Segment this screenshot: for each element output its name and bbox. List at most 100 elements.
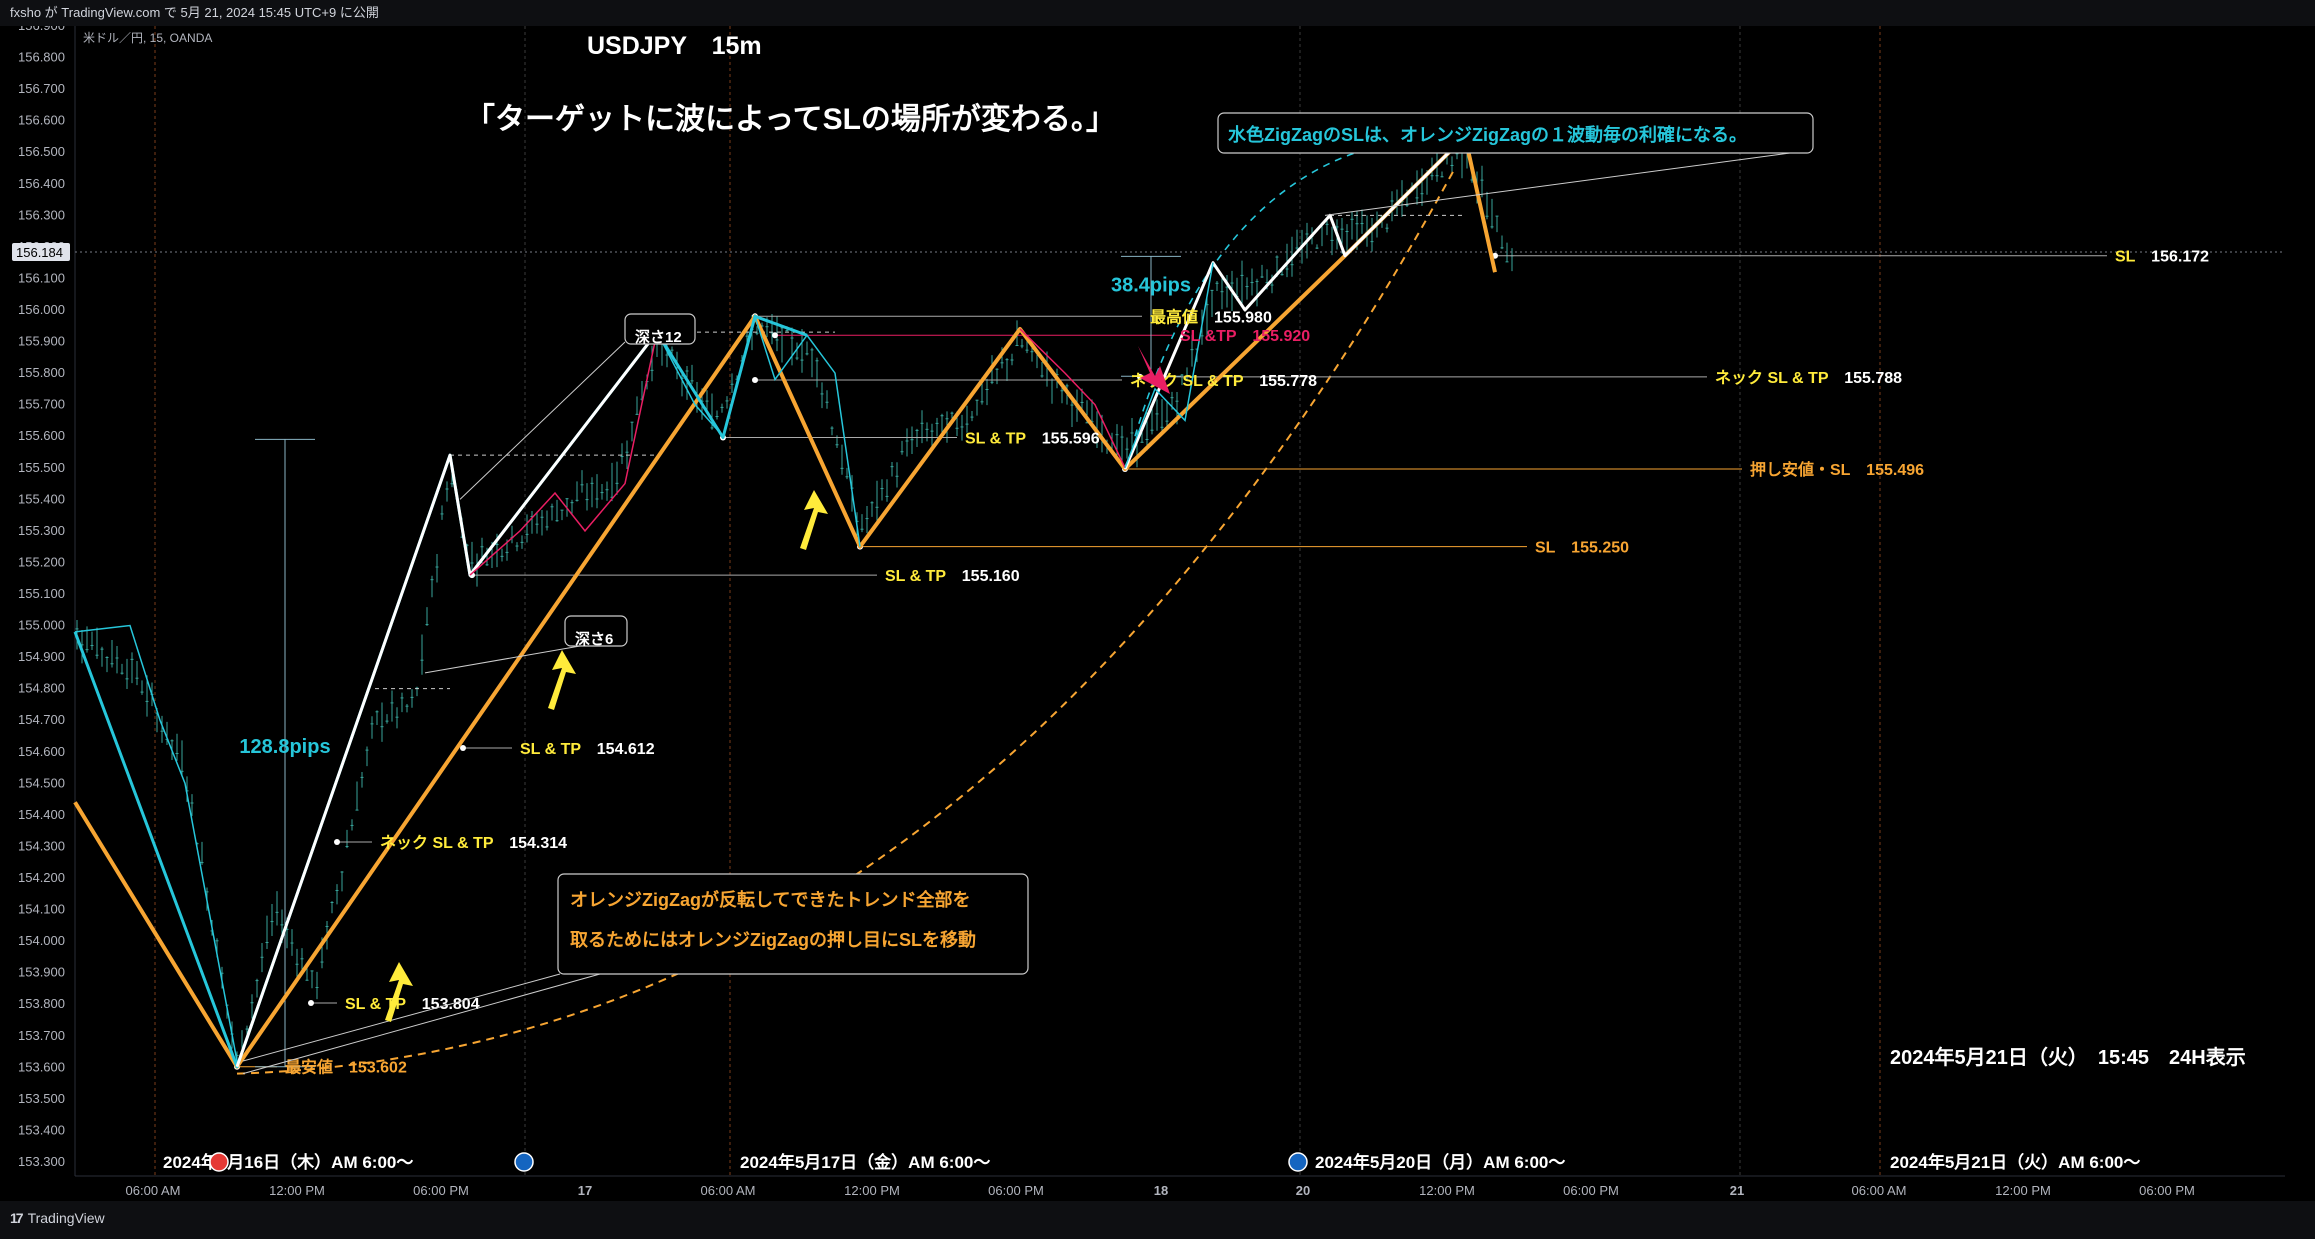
annotation-label: SL & TP 154.612 — [520, 741, 655, 758]
callout-leader — [242, 973, 561, 1062]
price-tick-label: 156.300 — [18, 207, 65, 222]
annotation-label: SL & TP 153.804 — [345, 996, 480, 1013]
price-tick-label: 156.000 — [18, 302, 65, 317]
price-tick-label: 154.000 — [18, 933, 65, 948]
timestamp-note: 2024年5月21日（火） 15:45 24H表示 — [1890, 1045, 2246, 1069]
time-tick-label: 06:00 AM — [701, 1183, 756, 1198]
annotation-dot — [772, 332, 778, 339]
annotation-dot — [308, 999, 314, 1006]
cyan-dashed-arc — [1134, 135, 1456, 437]
session-label: 2024年5月21日（火）AM 6:00〜 — [1890, 1152, 2140, 1172]
time-tick-label: 12:00 PM — [844, 1183, 900, 1198]
annotation-label: SL 156.172 — [2115, 249, 2209, 266]
callout-orange-line1: オレンジZigZagが反転してできたトレンド全部を — [570, 889, 970, 910]
price-tick-label: 155.700 — [18, 397, 65, 412]
minor-zigzag — [469, 331, 658, 576]
price-tick-label: 156.900 — [18, 26, 65, 33]
price-tick-label: 153.300 — [18, 1154, 65, 1169]
annotation-label: SL & TP 155.596 — [965, 430, 1100, 447]
zigzag-line — [1123, 135, 1467, 470]
time-tick-label: 06:00 AM — [126, 1183, 181, 1198]
price-tick-label: 155.300 — [18, 523, 65, 538]
price-tick-label: 154.900 — [18, 649, 65, 664]
time-tick-label: 18 — [1154, 1183, 1168, 1198]
price-tick-label: 153.600 — [18, 1059, 65, 1074]
price-tick-label: 154.300 — [18, 838, 65, 853]
minor-zigzag — [1019, 328, 1126, 469]
callout-leader — [242, 973, 601, 1075]
callout-depth6 — [564, 615, 628, 647]
price-tick-label: 153.400 — [18, 1122, 65, 1137]
current-price-label: 156.184 — [16, 245, 63, 260]
time-tick-label: 06:00 PM — [988, 1183, 1044, 1198]
price-tick-label: 154.500 — [18, 775, 65, 790]
callout-orange-line2: 取るためにはオレンジZigZagの押し目にSLを移動 — [570, 929, 976, 950]
time-tick-label: 12:00 PM — [1419, 1183, 1475, 1198]
zigzag-line — [235, 331, 659, 1068]
annotation-dot — [752, 377, 758, 384]
callout-orange — [557, 873, 1029, 975]
annotation-label: 最安値 153.602 — [285, 1058, 407, 1077]
price-tick-label: 154.800 — [18, 681, 65, 696]
plot-area — [75, 26, 2285, 1176]
flag-icon — [1288, 1152, 1308, 1172]
price-tick-label: 154.600 — [18, 744, 65, 759]
time-tick-label: 06:00 PM — [2139, 1183, 2195, 1198]
brand-label: TradingView — [27, 1210, 105, 1226]
price-axis[interactable]: 156.900 156.800 156.700 156.600 156.500 156.4… — [12, 26, 70, 1169]
time-tick-label: 20 — [1296, 1183, 1310, 1198]
price-tick-label: 155.000 — [18, 618, 65, 633]
price-tick-label: 154.700 — [18, 712, 65, 727]
annotation-dot — [334, 839, 340, 846]
tradingview-logo-icon: 17 — [10, 1210, 24, 1226]
minor-zigzag — [656, 313, 861, 547]
callout-leader — [1324, 152, 1791, 216]
up-arrow-icon — [800, 490, 828, 550]
down-arrow-icon — [1138, 346, 1170, 394]
publish-line: fxsho が TradingView.com で 5月 21, 2024 15… — [10, 5, 379, 20]
price-tick-label: 156.100 — [18, 270, 65, 285]
price-tick-label: 153.900 — [18, 965, 65, 980]
time-tick-label: 06:00 PM — [1563, 1183, 1619, 1198]
price-tick-label: 154.100 — [18, 902, 65, 917]
current-price-badge[interactable] — [12, 242, 70, 261]
time-tick-label: 06:00 AM — [1852, 1183, 1907, 1198]
time-tick-label: 12:00 PM — [1995, 1183, 2051, 1198]
up-arrow-icon — [548, 650, 576, 710]
session-label: 2024年5月17日（金）AM 6:00〜 — [740, 1152, 990, 1172]
publish-bar: fxsho が TradingView.com で 5月 21, 2024 15… — [0, 0, 2315, 26]
price-tick-label: 156.600 — [18, 113, 65, 128]
time-tick-label: 17 — [578, 1183, 592, 1198]
measure-label: 128.8pips — [239, 736, 330, 758]
footer-bar — [0, 1201, 2315, 1239]
price-tick-label: 154.200 — [18, 870, 65, 885]
flag-icon — [209, 1152, 229, 1172]
up-arrow-icon — [385, 962, 413, 1022]
annotation-label: 押し安値・SL 155.496 — [1750, 460, 1924, 479]
instrument-label: 米ドル／円, 15, OANDA — [83, 31, 212, 45]
price-tick-label: 153.500 — [18, 1091, 65, 1106]
session-label: 2024年5月20日（月）AM 6:00〜 — [1315, 1152, 1565, 1172]
callout-depth12-text: 深さ12 — [635, 328, 682, 346]
price-tick-label: 153.800 — [18, 996, 65, 1011]
callout-depth6-text: 深さ6 — [575, 630, 613, 648]
annotation-label: ネック SL & TP 155.788 — [1715, 369, 1902, 387]
time-axis[interactable]: 06:00 AM 12:00 PM 06:00 PM 17 06:00 AM 12:00 … — [126, 1183, 2195, 1198]
price-chart[interactable]: 2024年5月16日（木）AM 6:00〜 2024年5月17日（金）AM 6:0… — [0, 26, 2315, 1202]
price-tick-label: 155.400 — [18, 491, 65, 506]
price-tick-label: 153.700 — [18, 1028, 65, 1043]
time-tick-label: 06:00 PM — [413, 1183, 469, 1198]
price-tick-label: 156.700 — [18, 81, 65, 96]
annotation-label: SL &TP 155.920 — [1180, 328, 1310, 345]
orange-dashed-arc — [236, 167, 1456, 1075]
time-tick-label: 21 — [1730, 1183, 1744, 1198]
callout-leader — [424, 645, 581, 674]
price-tick-label: 156.500 — [18, 144, 65, 159]
annotation-label: SL 155.250 — [1535, 540, 1629, 557]
price-tick-label: 155.800 — [18, 365, 65, 380]
chart-title: USDJPY 15m — [587, 32, 762, 60]
minor-zigzag — [1124, 262, 1214, 469]
price-tick-label: 155.600 — [18, 428, 65, 443]
tradingview-brand[interactable]: 17 TradingView — [10, 1210, 105, 1226]
callout-cyan-sl-text: 水色ZigZagのSLは、オレンジZigZagの１波動毎の利確になる。 — [1228, 124, 1747, 145]
